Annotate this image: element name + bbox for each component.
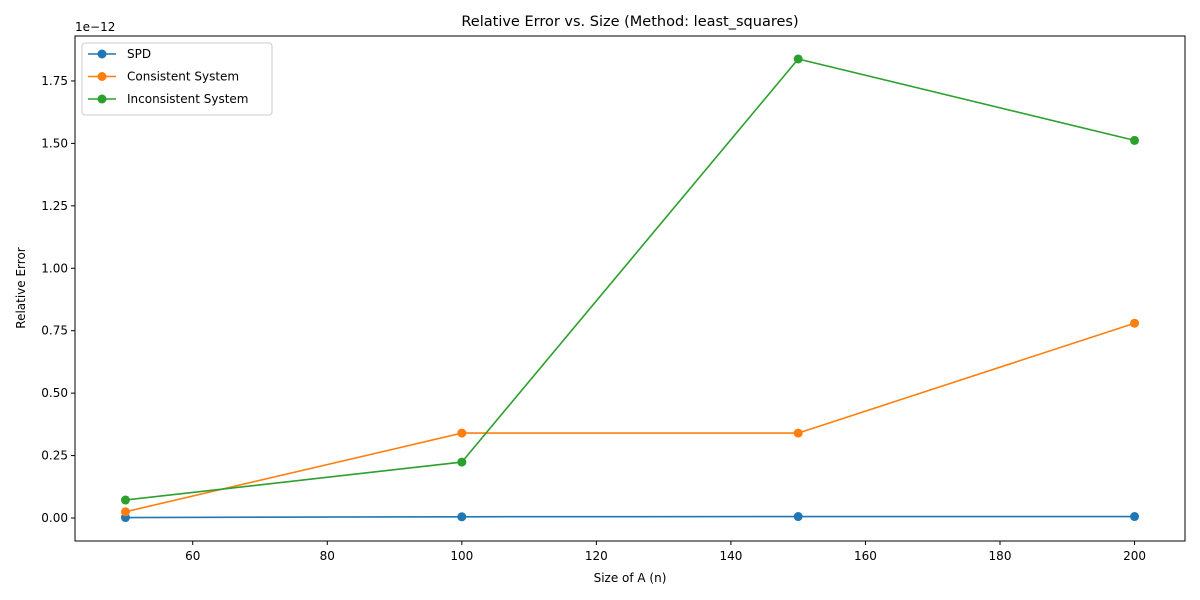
x-tick-label: 200 xyxy=(1123,549,1146,563)
data-point-inconsistent-system xyxy=(1130,135,1140,145)
y-axis-label: Relative Error xyxy=(14,247,28,329)
legend-swatch-marker xyxy=(97,72,107,81)
legend-entry-label: Consistent System xyxy=(127,70,239,84)
y-axis-ticks: 0.00 0.25 0.50 0.75 1.00 1.25 1.50 1.75 xyxy=(41,74,75,525)
x-tick-label: 60 xyxy=(185,549,200,563)
y-tick-label: 1.75 xyxy=(41,74,68,88)
x-tick-label: 120 xyxy=(585,549,608,563)
data-point-inconsistent-system xyxy=(120,495,130,505)
plot-frame xyxy=(74,35,1186,542)
series-line-consistent-system xyxy=(125,322,1135,513)
series-line-spd xyxy=(125,515,1135,519)
y-tick-label: 0.25 xyxy=(41,449,68,463)
chart-title: Relative Error vs. Size (Method: least_s… xyxy=(461,14,798,30)
x-axis-ticks: 60 80 100 120 140 160 180 200 xyxy=(185,541,1146,563)
x-tick-label: 160 xyxy=(854,549,877,563)
y-tick-label: 1.00 xyxy=(41,261,68,275)
y-tick-label: 0.50 xyxy=(41,386,68,400)
data-point-consistent-system xyxy=(793,428,803,438)
series-layer xyxy=(120,54,1140,523)
y-tick-label: 1.50 xyxy=(41,136,68,150)
data-point-inconsistent-system xyxy=(457,457,467,467)
data-point-consistent-system xyxy=(1130,318,1140,328)
x-tick-label: 140 xyxy=(719,549,742,563)
data-point-spd xyxy=(457,512,467,522)
y-offset-label: 1e−12 xyxy=(75,20,115,34)
data-point-consistent-system xyxy=(457,428,467,438)
series-line-inconsistent-system xyxy=(125,58,1135,501)
y-tick-label: 0.00 xyxy=(41,511,68,525)
legend-entry-label: SPD xyxy=(127,47,151,61)
x-tick-label: 100 xyxy=(450,549,473,563)
data-point-consistent-system xyxy=(120,507,130,517)
data-point-spd xyxy=(1130,512,1140,522)
legend-entry-label: Inconsistent System xyxy=(127,92,249,106)
legend-swatch-marker xyxy=(97,94,107,104)
x-axis-label: Size of A (n) xyxy=(594,571,667,585)
y-tick-label: 0.75 xyxy=(41,324,68,338)
legend: SPD Consistent System Inconsistent System xyxy=(81,42,273,116)
x-tick-label: 80 xyxy=(320,549,335,563)
data-point-spd xyxy=(793,512,803,522)
x-tick-label: 180 xyxy=(989,549,1012,563)
data-point-inconsistent-system xyxy=(793,54,803,64)
legend-box xyxy=(81,42,273,116)
legend-swatch-marker xyxy=(97,49,107,59)
y-tick-label: 1.25 xyxy=(41,199,68,213)
